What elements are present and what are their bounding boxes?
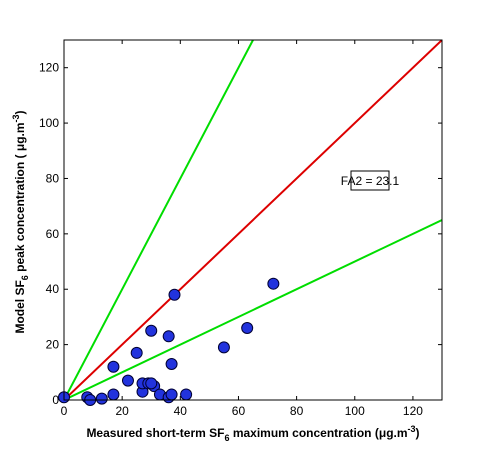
point (165, 388, 178, 401)
point (241, 322, 254, 334)
label-part: peak concentration ( μg.m (13, 122, 27, 275)
x-tick-label: 0 (61, 404, 68, 418)
point (267, 277, 280, 290)
point (107, 360, 120, 373)
point (180, 388, 193, 401)
label-sub: 6 (224, 433, 229, 443)
point (145, 377, 158, 390)
label-sup: -3 (408, 424, 416, 434)
y-tick-label: 40 (46, 282, 60, 296)
x-tick-label: 40 (174, 404, 188, 418)
point (107, 388, 120, 401)
point (95, 392, 108, 405)
label-sup: -3 (11, 114, 21, 122)
label-part: maximum concentration (μg.m (229, 426, 407, 440)
label-sub: 6 (20, 275, 30, 280)
label-part: Model SF (13, 280, 27, 333)
point (162, 330, 175, 343)
x-tick-label: 60 (232, 404, 246, 418)
plot (58, 40, 442, 406)
reference-line (64, 219, 442, 400)
y-tick-label: 100 (39, 116, 59, 130)
x-tick-label: 120 (403, 404, 423, 418)
point (145, 324, 158, 337)
annotation: FA2 = 23.1 (341, 174, 400, 188)
y-tick-label: 60 (46, 227, 60, 241)
y-tick-label: 20 (46, 338, 60, 352)
axes-box (63, 39, 443, 401)
point (168, 288, 181, 301)
y-tick-label: 80 (46, 171, 60, 185)
y-tick-label: 120 (39, 61, 59, 75)
x-axis-label: Measured short-term SF6 maximum concentr… (86, 424, 419, 443)
y-axis-label: Model SF6 peak concentration ( μg.m-3) (11, 110, 30, 333)
x-tick-label: 100 (345, 404, 365, 418)
point (217, 341, 230, 354)
label-part: Measured short-term SF (86, 426, 224, 440)
x-tick-label: 20 (115, 404, 129, 418)
point (121, 374, 134, 387)
point (130, 346, 143, 359)
y-tick-label: 0 (52, 393, 59, 407)
reference-line (64, 40, 442, 400)
label-part: ) (13, 110, 27, 114)
x-tick-label: 80 (290, 404, 304, 418)
label-part: ) (416, 426, 420, 440)
reference-line (64, 40, 254, 400)
annotation-box (350, 170, 390, 191)
point (165, 358, 178, 370)
